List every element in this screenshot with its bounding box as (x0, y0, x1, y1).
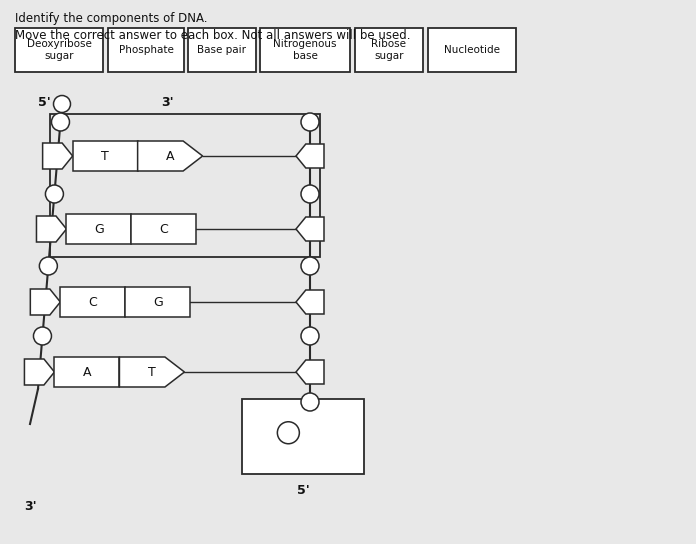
Circle shape (45, 185, 63, 203)
Circle shape (54, 96, 70, 113)
Bar (428, 28, 516, 72)
Bar (355, 28, 423, 72)
Text: A: A (83, 366, 91, 379)
Circle shape (301, 327, 319, 345)
Bar (72, 141, 138, 171)
Polygon shape (120, 357, 184, 387)
Text: C: C (88, 295, 97, 308)
Bar (15, 28, 103, 72)
Text: Nucleotide: Nucleotide (444, 45, 500, 55)
Text: T: T (101, 150, 109, 163)
Circle shape (33, 327, 52, 345)
Text: 3': 3' (161, 96, 173, 108)
Text: Ribose
sugar: Ribose sugar (372, 39, 406, 61)
Polygon shape (132, 214, 196, 244)
Text: Base pair: Base pair (198, 45, 246, 55)
Polygon shape (138, 141, 203, 171)
Polygon shape (31, 289, 61, 315)
Polygon shape (296, 217, 324, 241)
Circle shape (40, 257, 57, 275)
Circle shape (301, 393, 319, 411)
Text: T: T (148, 366, 156, 379)
Text: 5': 5' (38, 96, 50, 108)
Circle shape (301, 113, 319, 131)
Text: Identify the components of DNA.: Identify the components of DNA. (15, 12, 207, 25)
Text: 3': 3' (24, 499, 36, 512)
Polygon shape (296, 144, 324, 168)
Bar (50, 114, 320, 257)
Text: C: C (159, 222, 168, 236)
Polygon shape (125, 287, 190, 317)
Bar (260, 28, 350, 72)
Text: Phosphate: Phosphate (118, 45, 173, 55)
Text: Deoxyribose
sugar: Deoxyribose sugar (26, 39, 91, 61)
Circle shape (52, 113, 70, 131)
Bar (67, 214, 132, 244)
Circle shape (301, 185, 319, 203)
Polygon shape (24, 359, 54, 385)
Polygon shape (296, 290, 324, 314)
Circle shape (301, 257, 319, 275)
Bar (188, 28, 256, 72)
Text: Nitrogenous
base: Nitrogenous base (274, 39, 337, 61)
Text: G: G (94, 222, 104, 236)
Polygon shape (36, 216, 67, 242)
Polygon shape (296, 360, 324, 384)
Text: 5': 5' (296, 484, 310, 497)
Bar (242, 399, 364, 474)
Text: G: G (153, 295, 163, 308)
Text: Move the correct answer to each box. Not all answers will be used.: Move the correct answer to each box. Not… (15, 29, 411, 42)
Bar (61, 287, 125, 317)
Circle shape (278, 422, 299, 444)
Polygon shape (42, 143, 72, 169)
Bar (54, 357, 120, 387)
Text: A: A (166, 150, 175, 163)
Bar (108, 28, 184, 72)
